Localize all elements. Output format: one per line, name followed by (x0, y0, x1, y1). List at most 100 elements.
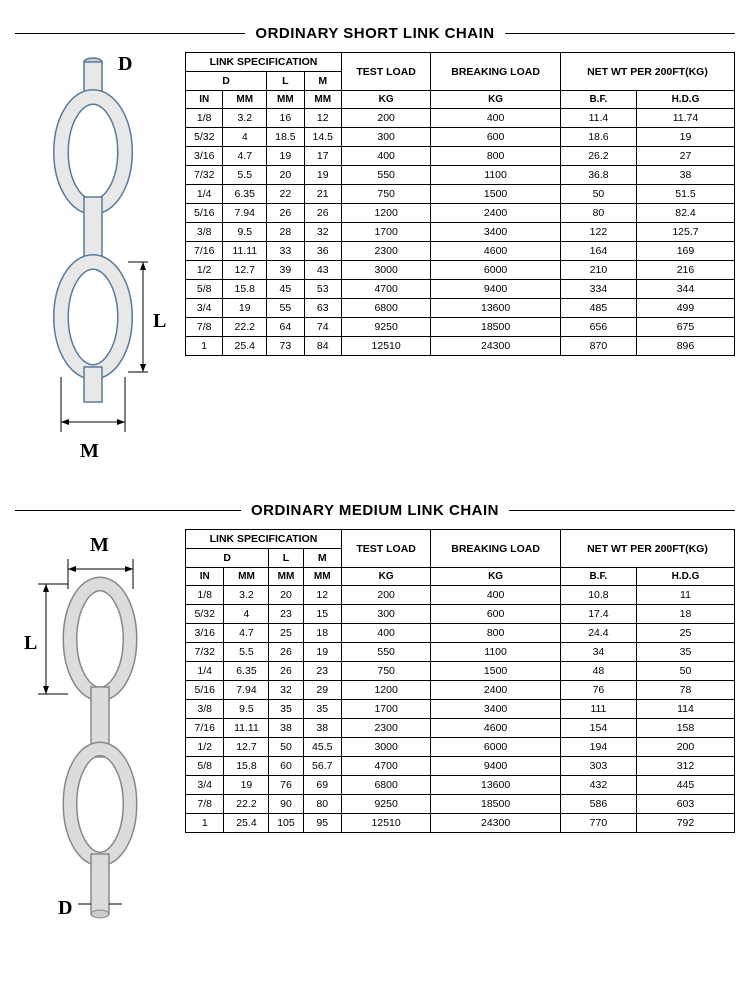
table-cell: 550 (342, 643, 431, 662)
table-row: 3/89.5353517003400111114 (186, 700, 735, 719)
table-cell: 25.4 (223, 337, 267, 356)
hdr-M: M (304, 72, 341, 91)
table-cell: 11.74 (636, 109, 734, 128)
table-cell: 19 (304, 166, 341, 185)
table-cell: 11.11 (224, 719, 269, 738)
table-cell: 45.5 (303, 738, 342, 757)
table-cell: 35 (303, 700, 342, 719)
table-cell: 53 (304, 280, 341, 299)
hdr-D: D (186, 72, 267, 91)
hdr-net-wt: NET WT PER 200FT(KG) (560, 53, 734, 91)
table-cell: 400 (342, 147, 431, 166)
table-cell: 9250 (342, 318, 431, 337)
table-cell: 32 (304, 223, 341, 242)
table-cell: 5/8 (186, 280, 223, 299)
label-L: L (153, 310, 166, 332)
table-row: 5/32418.514.530060018.619 (186, 128, 735, 147)
table-cell: 600 (431, 128, 561, 147)
table-cell: 200 (342, 586, 431, 605)
table-cell: 76 (560, 681, 636, 700)
title-line (509, 510, 735, 511)
hdr-M: M (303, 549, 342, 568)
table-cell: 9.5 (224, 700, 269, 719)
table-row: 1/212.7394330006000210216 (186, 261, 735, 280)
table-cell: 38 (269, 719, 303, 738)
hdr-breaking-load: BREAKING LOAD (431, 530, 561, 568)
table-row: 7/822.26474925018500656675 (186, 318, 735, 337)
table-cell: 1 (186, 337, 223, 356)
sub-KG: KG (431, 91, 561, 109)
table-cell: 27 (636, 147, 734, 166)
table-row: 3/4197669680013600432445 (186, 776, 735, 795)
table-row: 5/167.943229120024007678 (186, 681, 735, 700)
table-cell: 1/2 (186, 261, 223, 280)
table-cell: 1/8 (186, 109, 223, 128)
table-cell: 15.8 (223, 280, 267, 299)
table-cell: 5/32 (186, 128, 223, 147)
table-cell: 95 (303, 814, 342, 833)
sub-HDG: H.D.G (636, 568, 734, 586)
table-cell: 3.2 (224, 586, 269, 605)
table-row: 7/325.52019550110036.838 (186, 166, 735, 185)
table-cell: 4700 (342, 280, 431, 299)
table-cell: 12.7 (224, 738, 269, 757)
table-row: 1/212.75045.530006000194200 (186, 738, 735, 757)
table-cell: 24300 (431, 337, 561, 356)
section1-title: ORDINARY SHORT LINK CHAIN (255, 25, 494, 42)
hdr-L: L (267, 72, 304, 91)
table-cell: 432 (560, 776, 636, 795)
table-cell: 19 (223, 299, 267, 318)
table-cell: 38 (636, 166, 734, 185)
hdr-L: L (269, 549, 303, 568)
table-cell: 800 (431, 624, 561, 643)
table-cell: 3400 (431, 223, 561, 242)
table-cell: 4.7 (223, 147, 267, 166)
table-cell: 12 (304, 109, 341, 128)
table-cell: 50 (560, 185, 636, 204)
table-cell: 73 (267, 337, 304, 356)
table-cell: 39 (267, 261, 304, 280)
table-cell: 20 (269, 586, 303, 605)
table-cell: 656 (560, 318, 636, 337)
table-cell: 38 (303, 719, 342, 738)
label-L2: L (24, 632, 37, 654)
table-cell: 1700 (342, 223, 431, 242)
table-cell: 3000 (342, 261, 431, 280)
hdr-link-spec: LINK SPECIFICATION (186, 53, 342, 72)
table-row: 1/46.35222175015005051.5 (186, 185, 735, 204)
table-cell: 16 (267, 109, 304, 128)
table-cell: 1/2 (186, 738, 224, 757)
table-row: 7/822.29080925018500586603 (186, 795, 735, 814)
table-cell: 20 (267, 166, 304, 185)
table-cell: 74 (304, 318, 341, 337)
table-cell: 12510 (342, 814, 431, 833)
table-cell: 210 (560, 261, 636, 280)
section2-title: ORDINARY MEDIUM LINK CHAIN (251, 502, 499, 519)
table-cell: 18500 (431, 795, 561, 814)
sub-BF: B.F. (560, 568, 636, 586)
table-cell: 9250 (342, 795, 431, 814)
table-cell: 7/8 (186, 795, 224, 814)
title-bar-medium: ORDINARY MEDIUM LINK CHAIN (15, 502, 735, 519)
table-cell: 43 (304, 261, 341, 280)
table-cell: 750 (342, 662, 431, 681)
sub-IN: IN (186, 91, 223, 109)
table-cell: 15.8 (224, 757, 269, 776)
table-cell: 499 (636, 299, 734, 318)
table-cell: 29 (303, 681, 342, 700)
table-cell: 312 (636, 757, 734, 776)
table-cell: 32 (269, 681, 303, 700)
table-cell: 2300 (342, 719, 431, 738)
table-cell: 28 (267, 223, 304, 242)
title-line (15, 33, 245, 34)
table-row: 3/164.7251840080024.425 (186, 624, 735, 643)
table-cell: 78 (636, 681, 734, 700)
table-cell: 111 (560, 700, 636, 719)
table-row: 3/89.5283217003400122125.7 (186, 223, 735, 242)
table-cell: 4600 (431, 242, 561, 261)
table-cell: 7.94 (224, 681, 269, 700)
table-cell: 3/8 (186, 223, 223, 242)
table-cell: 6000 (431, 738, 561, 757)
table-cell: 55 (267, 299, 304, 318)
table-row: 5/324231530060017.418 (186, 605, 735, 624)
